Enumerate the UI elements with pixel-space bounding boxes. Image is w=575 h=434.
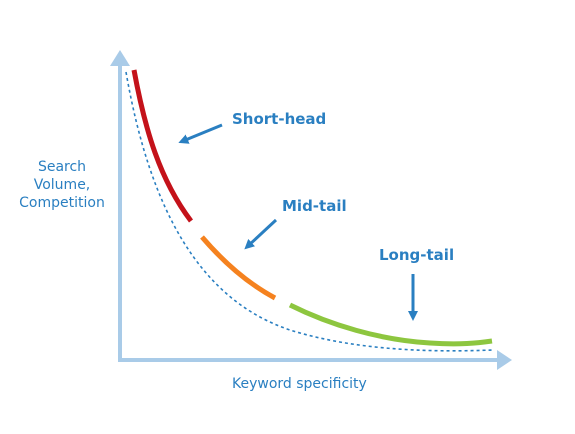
long-tail-segment [288,302,493,347]
mid-tail-pointer-arrow-icon [244,218,278,250]
x-axis-arrow-icon [497,350,512,370]
long-tail-label: Long-tail [379,246,455,264]
y-axis-label-line-2: Volume, [33,177,91,193]
y-axis-label-line-3: Competition [19,195,105,211]
y-axis-label: Search Volume, Competition [12,158,112,212]
x-axis-label: Keyword specificity [232,376,367,392]
mid-tail-label: Mid-tail [282,197,347,215]
short-head-segment [131,69,193,223]
y-axis-arrow-icon [110,50,130,66]
mid-tail-segment [200,235,277,301]
short-head-label: Short-head [232,110,327,128]
y-axis-label-line-1: Search [37,159,87,175]
dotted-curve [125,71,494,352]
short-head-pointer-arrow-icon [178,123,223,144]
